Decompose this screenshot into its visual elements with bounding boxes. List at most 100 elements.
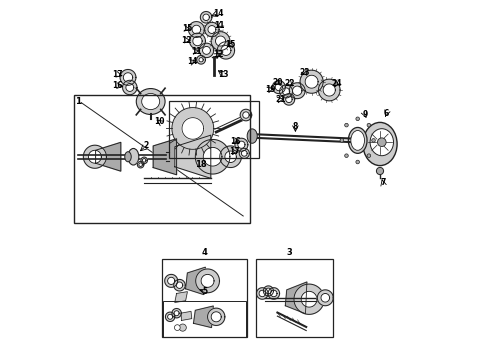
Polygon shape xyxy=(268,288,280,299)
Polygon shape xyxy=(208,26,216,33)
Text: 21: 21 xyxy=(276,95,286,104)
Polygon shape xyxy=(175,135,211,178)
Circle shape xyxy=(372,139,375,142)
Polygon shape xyxy=(289,83,305,99)
Polygon shape xyxy=(176,282,183,288)
Polygon shape xyxy=(211,312,221,322)
Text: 19: 19 xyxy=(265,85,275,94)
Polygon shape xyxy=(285,282,307,314)
Ellipse shape xyxy=(128,148,139,165)
Polygon shape xyxy=(165,274,178,287)
Polygon shape xyxy=(123,73,133,82)
Polygon shape xyxy=(305,75,318,88)
Polygon shape xyxy=(280,85,293,98)
Bar xyxy=(74,95,250,223)
Polygon shape xyxy=(199,58,203,62)
Bar xyxy=(162,259,247,337)
Ellipse shape xyxy=(348,127,367,153)
Polygon shape xyxy=(243,112,249,118)
Polygon shape xyxy=(294,284,324,314)
Text: 6: 6 xyxy=(384,109,389,118)
Polygon shape xyxy=(239,148,249,158)
Polygon shape xyxy=(221,45,231,55)
Polygon shape xyxy=(211,32,230,50)
Polygon shape xyxy=(137,161,144,168)
Polygon shape xyxy=(318,290,333,306)
Polygon shape xyxy=(301,291,317,307)
Text: 15: 15 xyxy=(182,24,193,33)
Circle shape xyxy=(174,325,180,330)
Polygon shape xyxy=(194,306,213,328)
Polygon shape xyxy=(257,288,268,299)
Polygon shape xyxy=(120,69,136,85)
Text: 3: 3 xyxy=(287,248,293,257)
Polygon shape xyxy=(203,14,209,21)
Polygon shape xyxy=(83,145,106,168)
Circle shape xyxy=(179,324,186,331)
Polygon shape xyxy=(199,43,214,58)
Text: 11: 11 xyxy=(215,21,225,30)
Polygon shape xyxy=(240,109,252,121)
Polygon shape xyxy=(174,311,179,316)
Circle shape xyxy=(377,138,386,147)
Text: 17: 17 xyxy=(112,70,122,79)
Polygon shape xyxy=(181,311,192,320)
Polygon shape xyxy=(190,33,205,49)
Ellipse shape xyxy=(247,129,257,143)
Circle shape xyxy=(356,117,360,121)
Polygon shape xyxy=(193,36,202,46)
Polygon shape xyxy=(166,312,175,321)
Bar xyxy=(163,301,245,337)
Circle shape xyxy=(344,123,348,127)
Polygon shape xyxy=(196,269,220,293)
Ellipse shape xyxy=(125,152,131,162)
Text: 12: 12 xyxy=(213,50,223,59)
Bar xyxy=(256,259,333,337)
Polygon shape xyxy=(186,267,205,294)
Polygon shape xyxy=(182,118,204,139)
Bar xyxy=(170,101,259,158)
Circle shape xyxy=(376,167,384,175)
Polygon shape xyxy=(323,84,335,96)
Ellipse shape xyxy=(142,94,160,110)
Text: 4: 4 xyxy=(201,248,207,257)
Polygon shape xyxy=(282,88,290,95)
Text: 13: 13 xyxy=(218,70,229,79)
Polygon shape xyxy=(217,42,235,59)
Polygon shape xyxy=(153,139,176,175)
Polygon shape xyxy=(225,151,236,162)
Text: 16: 16 xyxy=(230,137,240,146)
Polygon shape xyxy=(203,147,222,166)
Text: 23: 23 xyxy=(299,68,310,77)
Polygon shape xyxy=(189,22,204,37)
Polygon shape xyxy=(238,141,245,148)
Text: 8: 8 xyxy=(293,122,298,131)
Ellipse shape xyxy=(136,89,165,114)
Polygon shape xyxy=(126,84,134,91)
Polygon shape xyxy=(196,139,230,174)
Polygon shape xyxy=(197,55,205,64)
Polygon shape xyxy=(139,163,143,166)
Polygon shape xyxy=(202,46,210,54)
Polygon shape xyxy=(200,12,212,23)
Ellipse shape xyxy=(363,122,397,166)
Polygon shape xyxy=(205,22,219,37)
Polygon shape xyxy=(175,292,187,302)
Polygon shape xyxy=(272,81,285,94)
Circle shape xyxy=(344,154,348,157)
Text: 15: 15 xyxy=(225,40,236,49)
Polygon shape xyxy=(88,150,101,163)
Polygon shape xyxy=(201,274,214,287)
Circle shape xyxy=(340,139,343,142)
Text: 14: 14 xyxy=(187,58,197,67)
Polygon shape xyxy=(208,308,225,325)
Circle shape xyxy=(367,123,370,127)
Text: 12: 12 xyxy=(181,36,192,45)
Polygon shape xyxy=(96,142,121,171)
Polygon shape xyxy=(266,288,271,294)
Polygon shape xyxy=(283,94,294,105)
Circle shape xyxy=(367,154,370,157)
Text: 9: 9 xyxy=(362,110,368,119)
Polygon shape xyxy=(300,70,323,93)
Text: 17: 17 xyxy=(230,148,240,157)
